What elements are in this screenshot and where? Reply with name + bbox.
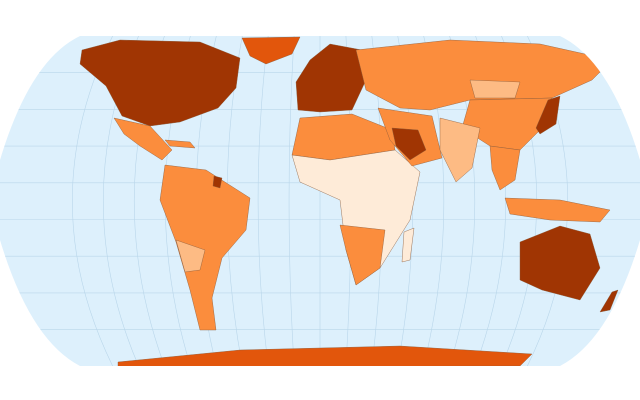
meridian-line: [72, 36, 113, 366]
caribbean[interactable]: [164, 139, 196, 149]
antarctica[interactable]: [117, 345, 533, 367]
french-guiana[interactable]: [212, 175, 223, 189]
saudi-arabia[interactable]: [391, 127, 427, 161]
india[interactable]: [439, 117, 481, 183]
new-zealand[interactable]: [599, 289, 619, 313]
meridian-line: [288, 36, 295, 366]
southern-cone[interactable]: [175, 239, 206, 273]
southeast-asia[interactable]: [489, 145, 521, 191]
australia[interactable]: [519, 225, 601, 301]
mongolia[interactable]: [469, 79, 521, 99]
indonesia[interactable]: [504, 197, 611, 223]
southern-africa[interactable]: [339, 224, 386, 286]
japan[interactable]: [535, 95, 561, 135]
greenland[interactable]: [241, 36, 301, 65]
madagascar[interactable]: [401, 227, 415, 263]
central-america[interactable]: [113, 117, 173, 161]
south-america[interactable]: [159, 164, 251, 331]
north-america[interactable]: [79, 39, 241, 127]
meridian-line: [257, 36, 269, 366]
